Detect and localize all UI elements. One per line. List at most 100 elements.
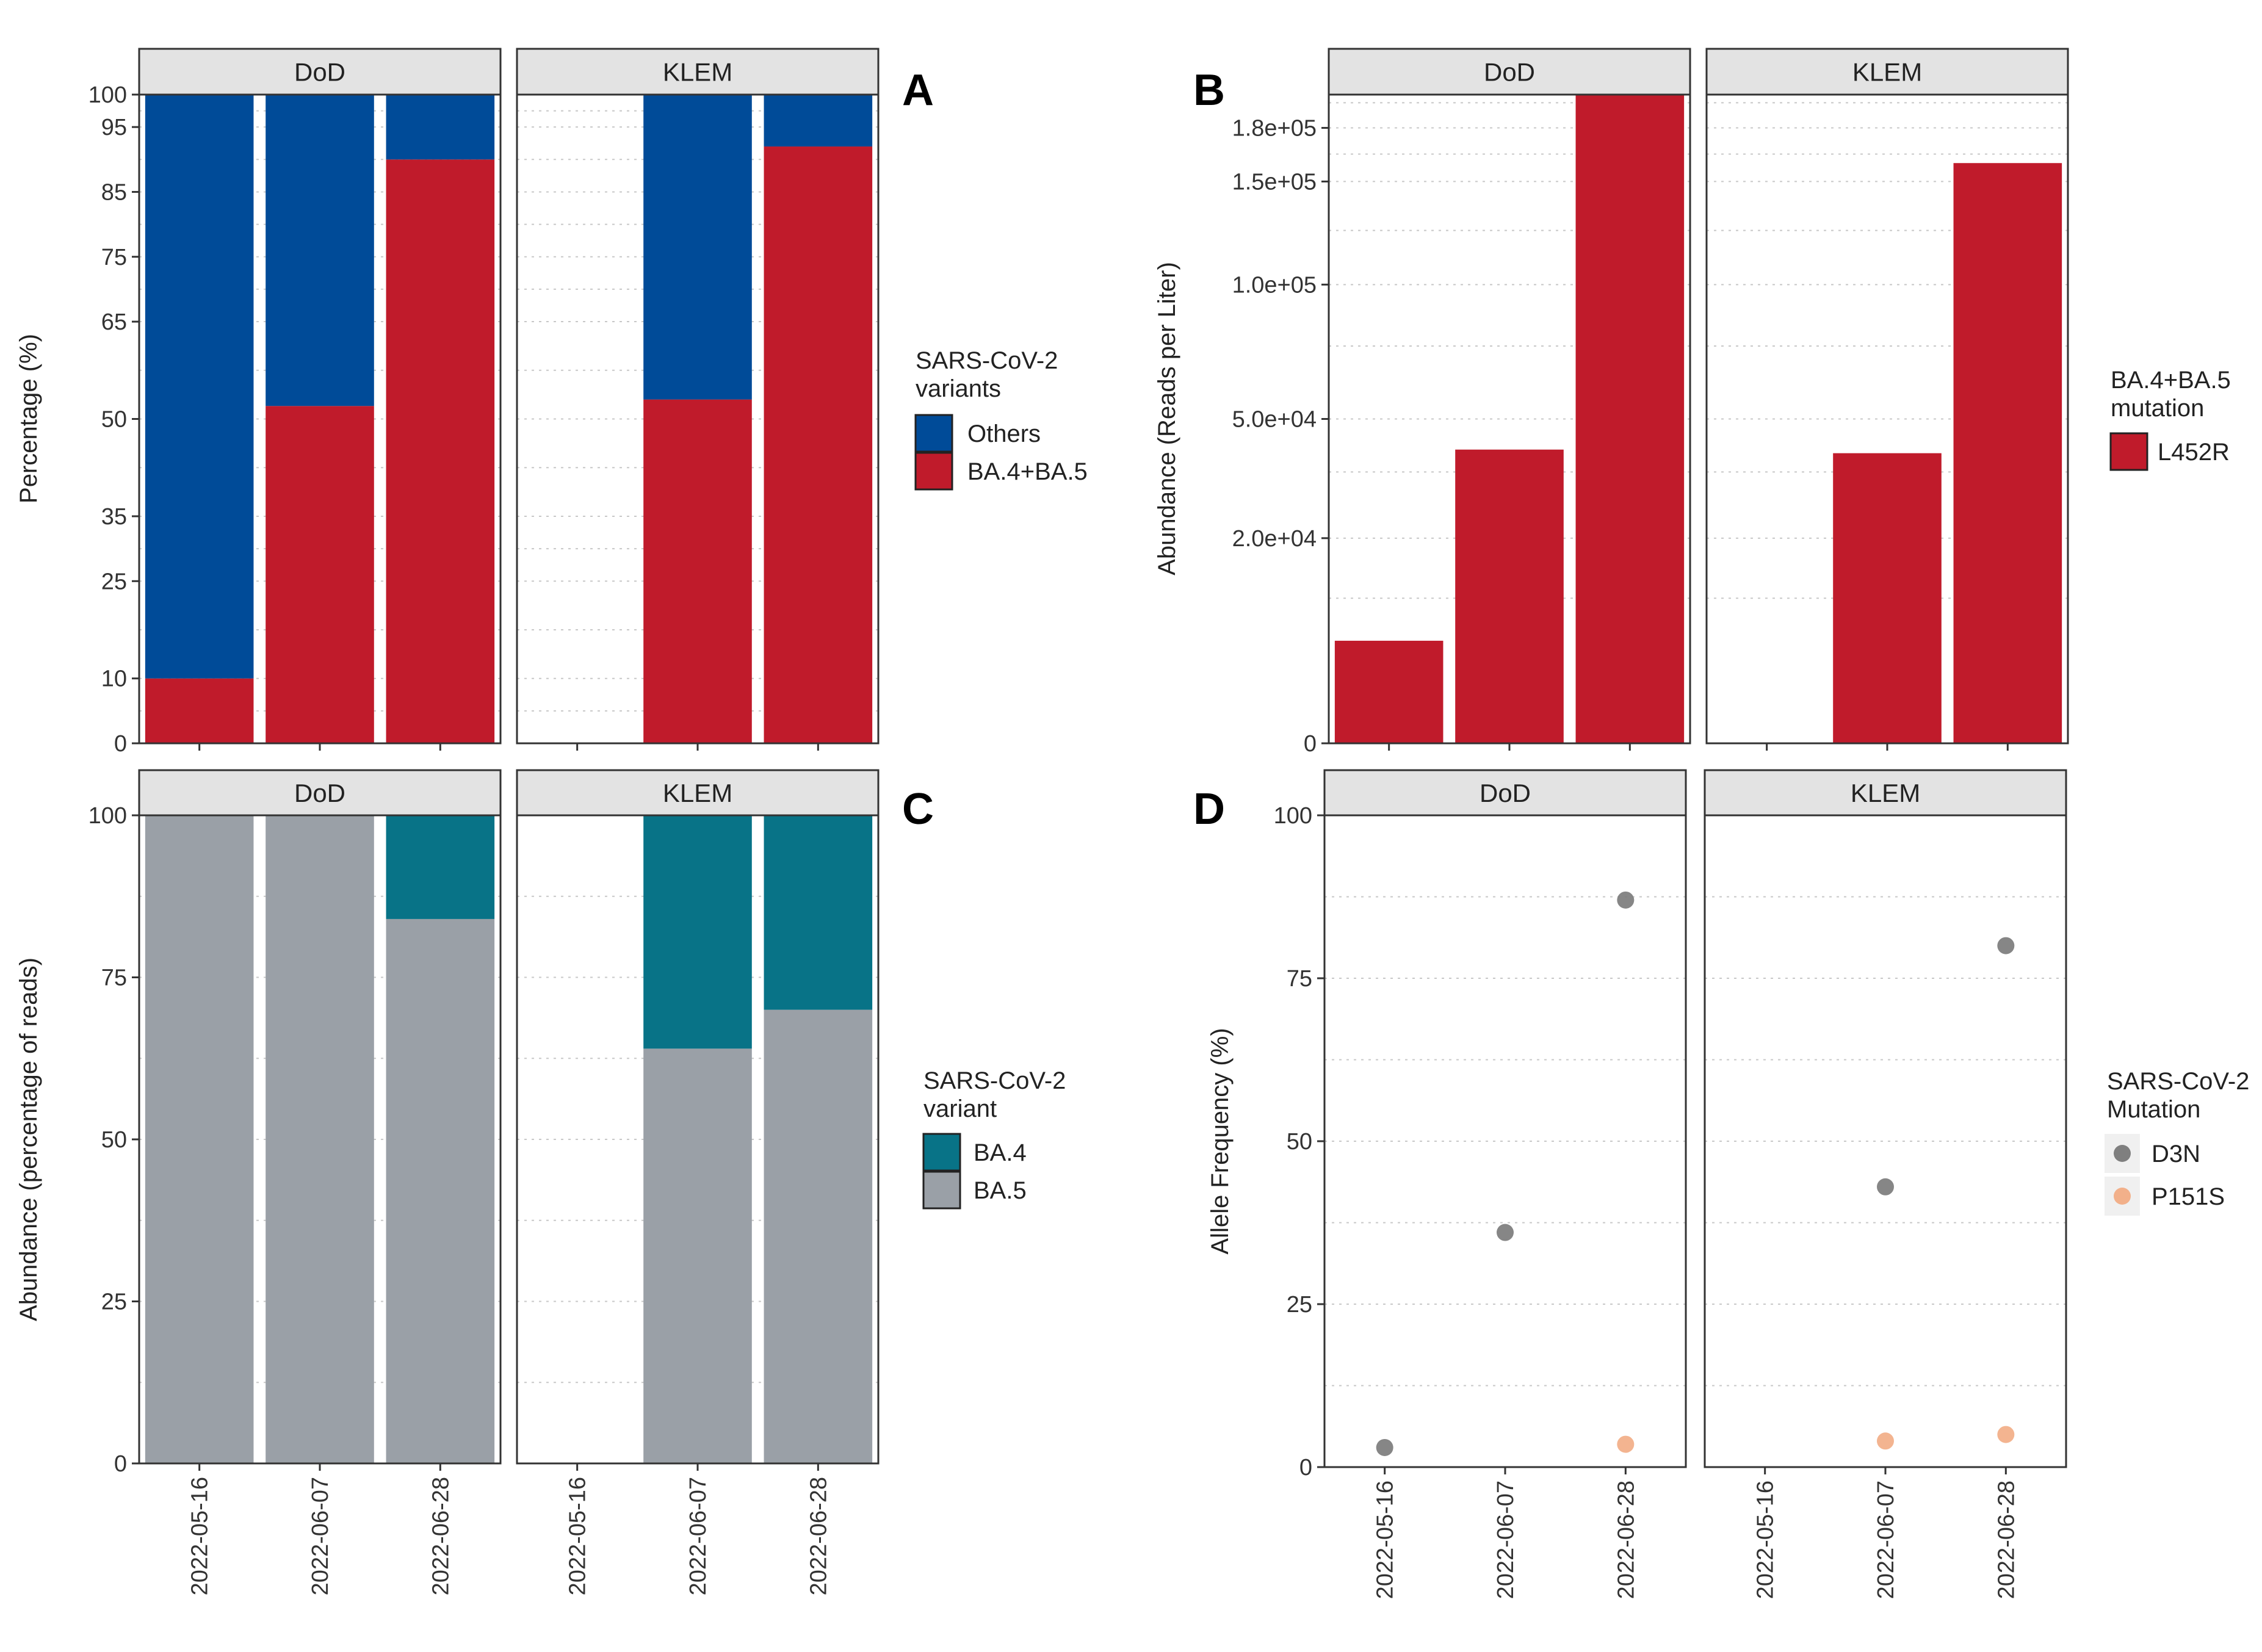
- x-tick-label: 2022-06-07: [308, 1477, 333, 1595]
- chart-d: DoD 2022-05-16 2022-06-07 2022-06-28 KLEM 202…: [1207, 769, 2249, 1599]
- bar-ba-5: [764, 1009, 873, 1463]
- legend-key-ba-5: [922, 1170, 961, 1210]
- facet-strip: [1704, 769, 2067, 817]
- panel-label-d: D: [1193, 785, 1225, 834]
- point-d3n: [1376, 1438, 1393, 1456]
- y-tick-label: 35: [101, 504, 127, 530]
- facet-label: DoD: [1484, 58, 1535, 87]
- y-tick-label: 100: [89, 803, 127, 829]
- bar-ba-4-ba-5: [266, 406, 374, 743]
- x-tick-label: 2022-06-28: [806, 1477, 831, 1595]
- y-tick-label: 10: [101, 666, 127, 692]
- plot-border: [1705, 93, 2069, 745]
- facet-dod: DoD 2022-05-16 2022-06-07 2022-06-28: [1323, 769, 1687, 1599]
- facet-strip: [1328, 48, 1691, 96]
- legend-title: variants: [916, 375, 1001, 402]
- y-tick-label: 1.8e+05: [1232, 116, 1317, 142]
- legend-label: L452R: [2158, 439, 2230, 466]
- legend-title: SARS-CoV-2: [923, 1067, 1066, 1094]
- legend-label: P151S: [2152, 1183, 2225, 1210]
- y-tick-label: 2.0e+04: [1232, 526, 1317, 552]
- facet-strip: [1323, 769, 1687, 817]
- bar-ba-4: [386, 815, 495, 919]
- plot-background: [1324, 815, 1686, 1467]
- facet-klem: KLEM 2022-05-16 2022-06-07 2022-06-28: [1704, 769, 2067, 1599]
- legend-title: SARS-CoV-2: [916, 347, 1058, 374]
- y-tick-label: 0: [1304, 731, 1317, 757]
- chart-c: DoD 2022-05-16 2022-06-07 2022-06-28 KLEM 202…: [15, 769, 1066, 1595]
- legend-label: BA.4+BA.5: [967, 458, 1088, 485]
- bar-l452r: [1953, 163, 2062, 744]
- y-tick-label: 25: [1287, 1292, 1312, 1318]
- panel-label-b: B: [1193, 66, 1225, 115]
- point-d3n: [1497, 1224, 1514, 1241]
- bar-others: [386, 95, 495, 160]
- bar-ba-4-ba-5: [145, 678, 254, 743]
- bar-ba-5: [145, 815, 254, 1463]
- chart-b: DoD KLEM 0 2.0e+04 5.0e+04 1.0e+05 1.5e+05 1.8e…: [1154, 48, 2231, 757]
- facet-label: KLEM: [1851, 779, 1920, 807]
- bar-others: [145, 95, 254, 679]
- y-axis-title: Allele Frequency (%): [1207, 1028, 1234, 1254]
- y-tick-label: 25: [101, 1289, 127, 1315]
- x-tick-label: 2022-05-16: [1753, 1481, 1779, 1599]
- bar-others: [643, 95, 752, 400]
- facet-label: DoD: [294, 779, 345, 807]
- panel-label-c: C: [902, 785, 934, 834]
- y-axis-title: Abundance (percentage of reads): [15, 958, 42, 1321]
- x-tick-label: 2022-06-07: [1493, 1481, 1519, 1599]
- facet-label: KLEM: [663, 58, 732, 87]
- y-tick-label: 85: [101, 179, 127, 205]
- facet-strip: [138, 769, 502, 817]
- point-p151s: [1877, 1432, 1894, 1450]
- plot-border: [1704, 814, 2067, 1468]
- y-tick-label: 1.5e+05: [1232, 169, 1317, 195]
- y-tick-label: 75: [101, 245, 127, 270]
- legend-title: Mutation: [2107, 1096, 2200, 1123]
- x-tick-label: 2022-06-07: [685, 1477, 711, 1595]
- legend-label: Others: [967, 420, 1041, 447]
- legend-title: BA.4+BA.5: [2111, 367, 2231, 394]
- facet-dod: DoD: [1328, 48, 1691, 751]
- plot-border: [516, 93, 880, 745]
- point-d3n: [1617, 891, 1635, 909]
- legend-title: variant: [923, 1095, 997, 1122]
- y-tick-label: 95: [101, 115, 127, 140]
- bar-ba-5: [266, 815, 374, 1463]
- y-tick-label: 0: [114, 1451, 127, 1477]
- y-axis: 0 10 25 35 50 65 75 85 95 100: [89, 82, 139, 757]
- bar-l452r: [1334, 640, 1444, 743]
- y-tick-label: 100: [89, 82, 127, 108]
- facet-strip: [516, 48, 880, 96]
- point-p151s: [1997, 1426, 2015, 1443]
- x-tick-label: 2022-05-16: [187, 1477, 213, 1595]
- legend-title: mutation: [2111, 395, 2204, 422]
- bar-ba-4: [764, 815, 873, 1010]
- chart-a: DoD KLEM 0 10 25 35 50 65 75 85 95 100 Percentage (%…: [15, 48, 1088, 757]
- y-tick-label: 50: [1287, 1129, 1312, 1155]
- legend-label: D3N: [2152, 1141, 2200, 1167]
- y-tick-label: 1.0e+05: [1232, 272, 1317, 298]
- y-axis-title: Abundance (Reads per Liter): [1154, 262, 1180, 575]
- x-tick-label: 2022-06-28: [1993, 1481, 2019, 1599]
- legend-label: BA.4: [974, 1139, 1027, 1166]
- bar-ba-4-ba-5: [764, 146, 873, 744]
- y-axis-title: Percentage (%): [15, 334, 42, 503]
- bar-ba-4-ba-5: [643, 399, 752, 743]
- y-tick-label: 75: [101, 965, 127, 991]
- legend-key-ba-4-ba-5: [914, 452, 953, 491]
- y-axis: 0 25 50 75 100: [89, 803, 139, 1477]
- facet-strip: [138, 48, 502, 96]
- bar-l452r: [1833, 453, 1942, 743]
- legend-key-others: [914, 414, 953, 453]
- facet-dod: DoD: [138, 48, 502, 751]
- y-tick-label: 25: [101, 569, 127, 594]
- y-axis: 0 2.0e+04 5.0e+04 1.0e+05 1.5e+05 1.8e+05: [1232, 116, 1329, 757]
- facet-label: DoD: [294, 58, 345, 87]
- y-tick-label: 75: [1287, 966, 1312, 992]
